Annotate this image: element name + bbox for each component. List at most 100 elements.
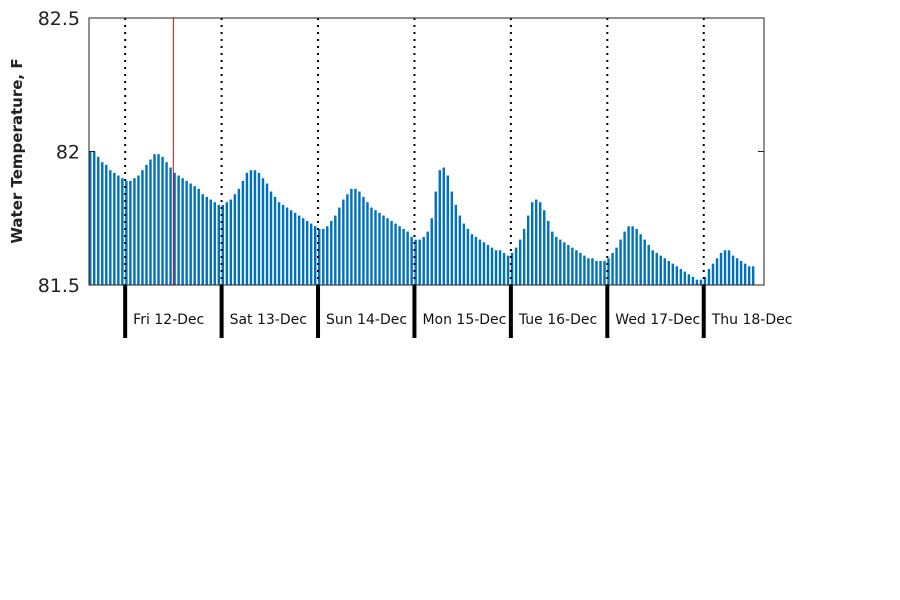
bar [141, 170, 144, 285]
bar [426, 231, 429, 285]
bar [265, 183, 269, 285]
bar [374, 210, 377, 285]
bar [225, 202, 229, 285]
bar [522, 228, 526, 285]
bar [249, 170, 253, 285]
bar [89, 151, 92, 285]
x-axis-day-labels: Fri 12-Dec Sat 13-Dec Sun 14-Dec Mon 15-Dec… [133, 312, 792, 328]
bar [173, 172, 176, 285]
bar [117, 175, 120, 285]
bar [571, 247, 574, 285]
bar [534, 199, 538, 285]
bar [354, 188, 357, 285]
bar [595, 260, 598, 285]
bar [651, 250, 654, 285]
bar [342, 199, 345, 285]
bar [639, 234, 642, 285]
bar [406, 231, 409, 285]
bar [671, 263, 675, 285]
bar [695, 279, 699, 285]
bar [675, 266, 679, 285]
bar [137, 175, 140, 285]
bar [209, 199, 212, 285]
bar [446, 175, 450, 285]
bar [402, 228, 405, 285]
bar [213, 202, 216, 285]
bar [394, 223, 397, 285]
bar [322, 228, 325, 285]
bar [563, 242, 566, 285]
bar [418, 239, 421, 285]
bar [631, 226, 634, 285]
bar [494, 250, 498, 285]
bar [442, 167, 446, 285]
bar [739, 260, 743, 285]
bar [205, 196, 208, 285]
bar [454, 204, 458, 285]
bar [707, 268, 711, 285]
bar [699, 279, 703, 285]
bar [125, 180, 128, 285]
bar [422, 236, 425, 285]
bar [727, 250, 731, 285]
bar [478, 239, 482, 285]
bar [297, 215, 301, 285]
bar [735, 258, 739, 285]
bar [611, 252, 614, 285]
bar [273, 196, 277, 285]
bar [482, 242, 486, 285]
bar [723, 250, 727, 285]
bar [253, 170, 257, 285]
bar [149, 159, 152, 285]
bar [623, 231, 626, 285]
bar [93, 151, 96, 285]
bar [518, 239, 522, 285]
bar [109, 170, 112, 285]
bar [450, 191, 454, 285]
bar [567, 244, 570, 285]
bar [683, 271, 687, 285]
bar [277, 202, 281, 285]
bar-series [89, 151, 755, 285]
bar [691, 276, 695, 285]
bar [185, 180, 188, 285]
bar [643, 239, 646, 285]
bar [366, 202, 369, 285]
bar [193, 186, 196, 285]
bar [510, 252, 514, 285]
bar [121, 178, 124, 285]
bar [607, 258, 610, 285]
bar [398, 226, 401, 285]
y-axis: 81.5 82 82.5 [38, 8, 764, 297]
bar [490, 247, 494, 285]
day-label: Wed 17-Dec [615, 312, 700, 328]
bar [559, 239, 562, 285]
bar [414, 239, 417, 285]
bar [514, 247, 518, 285]
bar [269, 191, 273, 285]
bar [157, 154, 160, 285]
bar [338, 207, 341, 285]
bar [647, 244, 650, 285]
bar [241, 180, 245, 285]
bar [378, 212, 381, 285]
bar [547, 220, 550, 285]
bar [486, 244, 490, 285]
bar [474, 236, 478, 285]
bar [261, 178, 265, 285]
bar [169, 167, 172, 285]
bar [466, 228, 470, 285]
bar [410, 236, 413, 285]
bar [390, 220, 393, 285]
bar [579, 252, 582, 285]
y-axis-label: Water Temperature, F [8, 58, 26, 243]
bar [245, 172, 249, 285]
bar [189, 183, 192, 285]
bar [301, 218, 305, 285]
bar [382, 215, 385, 285]
bar [703, 276, 707, 285]
bar [599, 260, 602, 285]
bar [679, 268, 683, 285]
bar [619, 239, 622, 285]
bar [97, 156, 100, 285]
